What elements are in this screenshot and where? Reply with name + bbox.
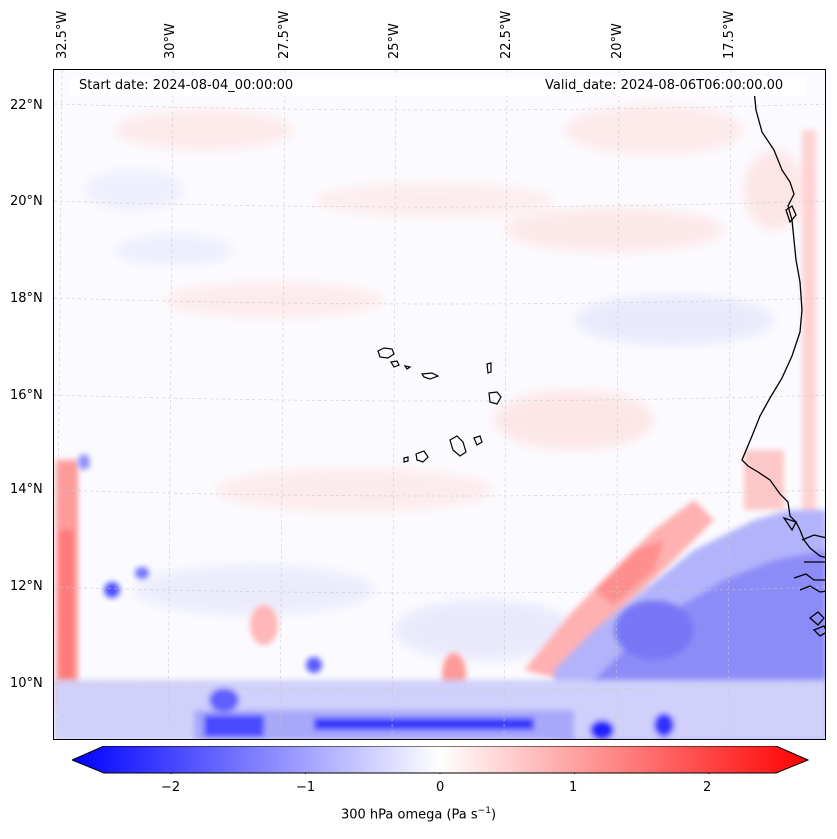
colorbar-label-end: ) [490, 807, 497, 823]
colorbar-tick-neg1: −1 [296, 780, 316, 795]
lon-label-17-5w: 17.5°W [722, 10, 737, 59]
start-date-text: Start date: 2024-08-04_00:00:00 [79, 78, 294, 93]
map-panel[interactable] [53, 69, 826, 740]
colorbar-gradient [72, 746, 809, 774]
lat-label-16n: 16°N [10, 388, 43, 403]
cape-verde-islands [377, 347, 502, 463]
colorbar-label: 300 hPa omega (Pa s−1) [0, 806, 837, 822]
lon-label-20w: 20°W [610, 23, 625, 59]
colorbar-tick-1: 1 [569, 780, 578, 795]
date-info-bar [71, 77, 807, 96]
lon-label-25w: 25°W [387, 23, 402, 59]
lat-label-22n: 22°N [10, 98, 43, 113]
colorbar [72, 746, 809, 774]
lon-label-32-5w: 32.5°W [55, 10, 70, 59]
lon-label-22-5w: 22.5°W [499, 10, 514, 59]
lat-label-18n: 18°N [10, 291, 43, 306]
lon-label-30w: 30°W [163, 23, 178, 59]
omega-field [54, 70, 825, 739]
lat-label-10n: 10°N [10, 676, 43, 691]
lon-label-27-5w: 27.5°W [277, 10, 292, 59]
lat-label-12n: 12°N [10, 579, 43, 594]
lat-label-14n: 14°N [10, 482, 43, 497]
colorbar-tick-2: 2 [703, 780, 712, 795]
lat-label-20n: 20°N [10, 194, 43, 209]
african-coastline [741, 89, 825, 637]
valid-date-text: Valid_date: 2024-08-06T06:00:00.00 [545, 78, 784, 93]
colorbar-label-main: 300 hPa omega (Pa s [340, 807, 478, 823]
colorbar-label-sup: −1 [477, 806, 491, 816]
colorbar-tick-neg2: −2 [161, 780, 181, 795]
colorbar-tick-0: 0 [436, 780, 445, 795]
